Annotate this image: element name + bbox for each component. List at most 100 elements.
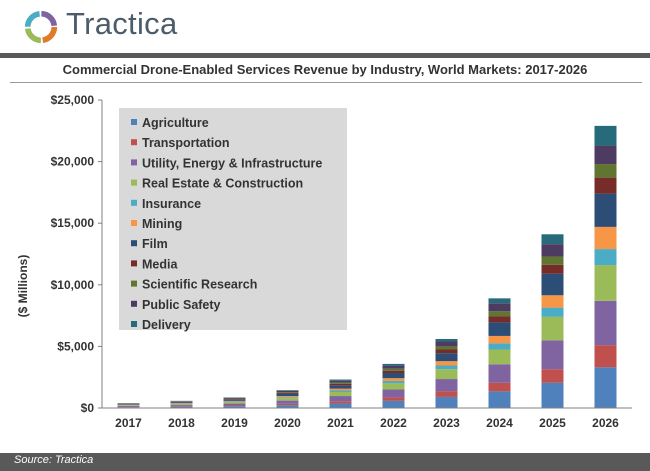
bar-segment <box>382 363 405 366</box>
bar-segment <box>329 379 352 381</box>
bar-segment <box>382 400 405 408</box>
bar-segment <box>223 400 246 402</box>
bar-segment <box>117 405 140 407</box>
bar-segment <box>276 390 299 393</box>
y-axis-label: ($ Millions) <box>16 255 30 318</box>
bar-segment <box>488 322 511 336</box>
bar-segment <box>541 307 564 317</box>
title-divider <box>10 82 642 83</box>
y-tick-label: $25,000 <box>51 93 95 107</box>
bar-segment <box>594 226 617 250</box>
bar-segment <box>541 273 564 296</box>
legend-box <box>119 108 347 330</box>
bar-segment <box>329 380 352 383</box>
legend-entry: Media <box>142 257 178 271</box>
bar-segment <box>223 406 246 408</box>
x-tick-label: 2019 <box>221 416 248 430</box>
bar-segment <box>594 265 617 301</box>
bar-segment <box>594 345 617 368</box>
bar-segment <box>435 339 458 342</box>
bar-segment <box>594 145 617 165</box>
x-tick-label: 2022 <box>380 416 407 430</box>
x-tick-label: 2020 <box>274 416 301 430</box>
bar-segment <box>117 404 140 405</box>
x-tick-label: 2024 <box>486 416 513 430</box>
bar-segment <box>435 361 458 366</box>
bar-segment <box>382 368 405 371</box>
y-tick-label: $0 <box>81 401 95 415</box>
bar-segment <box>594 164 617 178</box>
bar-segment <box>276 390 299 391</box>
legend-swatch <box>131 199 137 206</box>
bar-segment <box>541 244 564 257</box>
bar-segment <box>329 385 352 389</box>
bar-segment <box>541 340 564 370</box>
bar-segment <box>223 402 246 404</box>
y-tick-label: $10,000 <box>51 278 95 292</box>
y-axis: $0 $5,000 $10,000 $15,000 $20,000 $25,000 <box>51 93 103 415</box>
legend-entry: Utility, Energy & Infrastructure <box>142 156 322 170</box>
bar-segment <box>276 400 299 404</box>
bar-segment <box>541 295 564 308</box>
bar-segment <box>329 391 352 397</box>
legend-swatch <box>131 321 137 327</box>
bar-segment <box>382 378 405 382</box>
bar-segment <box>276 392 299 394</box>
bar-segment <box>276 393 299 397</box>
source-text: Source: Tractica <box>14 454 94 466</box>
legend-swatch <box>131 300 137 307</box>
legend: Agriculture Transportation Utility, Energy… <box>119 108 347 332</box>
bar-segment <box>488 303 511 312</box>
legend-swatch <box>131 159 137 166</box>
bars <box>117 125 617 408</box>
legend-entry: Public Safety <box>142 298 221 312</box>
legend-entry: Delivery <box>142 318 191 332</box>
bar-segment <box>382 383 405 390</box>
bar-segment <box>488 391 511 408</box>
x-axis: 2017 2018 2019 2020 2021 2022 2023 2024 2025 2026 <box>102 407 632 430</box>
bar-segment <box>435 391 458 397</box>
legend-entry: Insurance <box>142 197 201 211</box>
x-tick-label: 2018 <box>168 416 195 430</box>
bar-segment <box>329 403 352 408</box>
bar-segment <box>488 343 511 350</box>
bar-segment <box>488 335 511 344</box>
bar-segment <box>382 373 405 379</box>
bar-segment <box>382 381 405 384</box>
tractica-logo-icon <box>24 10 58 44</box>
bar-segment <box>435 346 458 350</box>
bar-segment <box>382 370 405 374</box>
x-tick-label: 2021 <box>327 416 354 430</box>
legend-entry: Scientific Research <box>142 278 257 292</box>
bar-segment <box>223 405 246 407</box>
x-tick-label: 2017 <box>115 416 142 430</box>
bar-segment <box>594 249 617 266</box>
bar-segment <box>170 406 193 408</box>
bar-segment <box>223 403 246 406</box>
bar-segment <box>435 353 458 362</box>
bar-segment <box>223 397 246 399</box>
y-tick-label: $15,000 <box>51 216 95 230</box>
legend-swatch <box>131 179 137 186</box>
bar-segment <box>170 405 193 407</box>
bar-segment <box>329 383 352 386</box>
bar-segment <box>541 316 564 341</box>
bar-segment <box>435 396 458 408</box>
header: Tractica <box>0 0 650 52</box>
legend-entry: Film <box>142 237 168 251</box>
bar-segment <box>594 300 617 346</box>
bar-segment <box>382 365 405 369</box>
bar-segment <box>382 397 405 401</box>
bar-segment <box>488 316 511 323</box>
bar-segment <box>435 379 458 392</box>
bar-segment <box>329 396 352 402</box>
legend-swatch <box>131 139 137 146</box>
bar-segment <box>594 177 617 194</box>
bar-segment <box>170 404 193 406</box>
bar-segment <box>488 298 511 304</box>
legend-entry: Agriculture <box>142 116 209 130</box>
bar-segment <box>488 382 511 392</box>
bar-segment <box>276 403 299 406</box>
bar-segment <box>435 369 458 380</box>
bar-segment <box>541 234 564 245</box>
